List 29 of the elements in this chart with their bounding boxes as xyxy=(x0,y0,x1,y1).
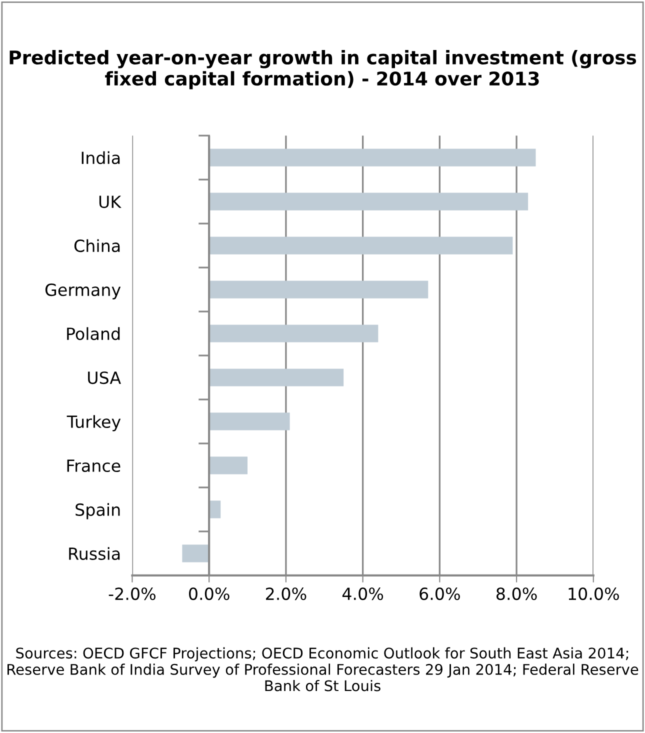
bar xyxy=(209,148,536,166)
y-tick-label: France xyxy=(67,460,120,472)
y-tick-label: Russia xyxy=(69,547,120,560)
bar xyxy=(209,500,221,518)
x-tick-label: -2.0% xyxy=(108,588,156,600)
x-tick-label: 6.0% xyxy=(420,588,460,600)
x-tick-label: 2.0% xyxy=(266,588,306,600)
bar xyxy=(209,280,428,298)
y-tick-label: UK xyxy=(99,196,122,208)
y-tick-label: Turkey xyxy=(66,415,121,432)
y-tick-label: Poland xyxy=(67,327,120,340)
y-tick-label: China xyxy=(74,239,120,252)
bar xyxy=(209,456,248,474)
bar xyxy=(182,544,210,562)
y-tick-label: Spain xyxy=(76,503,120,520)
x-tick-label: 4.0% xyxy=(342,588,384,600)
x-tick-label: 0.0% xyxy=(189,588,230,600)
bar xyxy=(209,412,290,430)
y-tick-label: India xyxy=(82,151,120,164)
source-note: Sources: OECD GFCF Projections; OECD Economic Outlook for South East Asia 2014; Reserve Bank of India Survey of Professional Forecasters 29 Jan 2014; Federal Reserve Bank of St Louis xyxy=(8,647,638,692)
chart-title: Predicted year-on-year growth in capital investment (gross fixed capital formation) - 2014 over 2013 xyxy=(10,50,636,90)
y-tick-label: USA xyxy=(88,371,121,384)
y-tick-label: Germany xyxy=(45,283,121,300)
bar xyxy=(209,324,378,342)
x-tick-label: 10.0% xyxy=(568,588,619,600)
bar xyxy=(209,368,344,386)
bar xyxy=(209,236,513,254)
bar xyxy=(209,192,528,210)
x-tick-label: 8.0% xyxy=(496,588,537,600)
